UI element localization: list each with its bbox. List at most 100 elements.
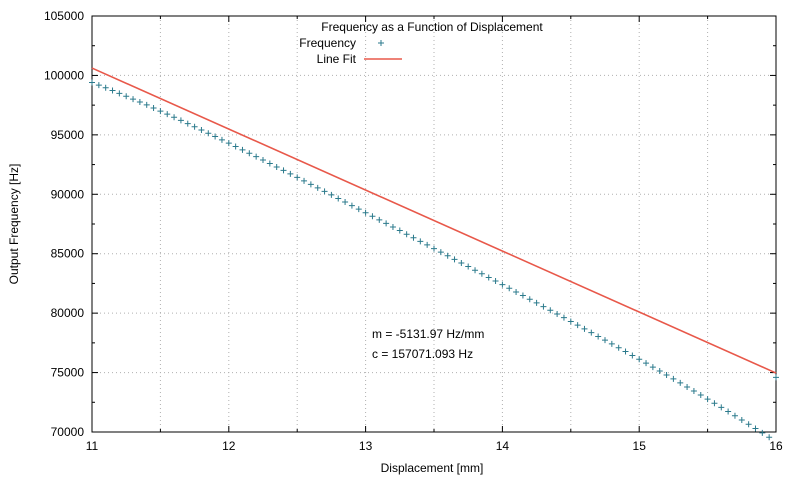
- legend-frequency-marker: [378, 40, 384, 46]
- frequency-point: [649, 364, 656, 371]
- frequency-point: [328, 191, 335, 198]
- frequency-point: [424, 241, 431, 248]
- grid: [92, 16, 776, 432]
- frequency-point: [506, 285, 513, 292]
- ticks: [91, 15, 777, 433]
- y-tick-label: 105000: [44, 9, 84, 23]
- frequency-point: [157, 108, 164, 115]
- frequency-point: [499, 281, 506, 288]
- frequency-point: [266, 160, 273, 167]
- frequency-point: [301, 177, 308, 184]
- frequency-point: [663, 371, 670, 378]
- frequency-point: [738, 416, 745, 423]
- frequency-point: [718, 404, 725, 411]
- x-tick-label: 14: [496, 439, 510, 453]
- frequency-point: [602, 337, 608, 344]
- y-tick-label: 90000: [51, 187, 85, 201]
- frequency-point: [376, 216, 383, 223]
- frequency-point: [280, 167, 287, 174]
- frequency-point: [218, 136, 225, 143]
- y-tick-label: 95000: [51, 128, 85, 142]
- y-tick-label: 80000: [51, 306, 85, 320]
- frequency-point: [465, 263, 472, 270]
- frequency-point: [725, 408, 732, 415]
- frequency-point: [567, 318, 574, 325]
- frequency-point: [656, 368, 663, 375]
- frequency-point: [212, 133, 219, 140]
- legend: Frequency Line Fit: [299, 36, 402, 66]
- frequency-point: [177, 117, 184, 124]
- frequency-point: [389, 223, 396, 230]
- frequency-point: [636, 356, 643, 363]
- frequency-point: [294, 174, 301, 181]
- annotation-intercept: c = 157071.093 Hz: [372, 347, 473, 361]
- frequency-point: [355, 206, 362, 213]
- frequency-point: [116, 90, 123, 97]
- frequency-point: [362, 209, 369, 216]
- x-tick-label: 13: [359, 439, 373, 453]
- frequency-point: [670, 375, 677, 382]
- frequency-point: [205, 130, 212, 137]
- y-tick-labels: 70000 75000 80000 85000 90000 95000 100000 1050…: [44, 9, 84, 439]
- frequency-point: [547, 307, 554, 314]
- frequency-point: [451, 256, 458, 263]
- frequency-point: [369, 213, 376, 220]
- frequency-point: [595, 333, 602, 340]
- frequency-point: [342, 199, 349, 206]
- frequency-point: [472, 267, 479, 274]
- frequency-point: [526, 296, 533, 303]
- frequency-point: [745, 421, 752, 428]
- frequency-point: [485, 274, 492, 281]
- frequency-point: [704, 396, 711, 403]
- frequency-point: [554, 310, 561, 317]
- legend-line-fit-label: Line Fit: [317, 52, 357, 66]
- frequency-point: [417, 238, 424, 245]
- x-axis-label: Displacement [mm]: [381, 461, 484, 475]
- frequency-point: [171, 114, 178, 121]
- frequency-point: [273, 163, 280, 170]
- x-tick-labels: 11 12 13 14 15 16: [86, 439, 783, 453]
- frequency-point: [260, 157, 266, 164]
- frequency-point: [519, 292, 526, 299]
- frequency-point: [533, 299, 540, 306]
- frequency-point: [307, 181, 314, 188]
- frequency-point: [95, 82, 102, 89]
- chart-title: Frequency as a Function of Displacement: [321, 20, 543, 34]
- frequency-point: [690, 387, 697, 394]
- frequency-point: [697, 392, 704, 399]
- x-tick-label: 12: [222, 439, 236, 453]
- frequency-point: [348, 202, 355, 209]
- frequency-point: [335, 195, 342, 202]
- frequency-point: [143, 101, 150, 108]
- frequency-point: [89, 79, 95, 86]
- x-tick-label: 16: [769, 439, 783, 453]
- x-tick-label: 11: [86, 439, 99, 453]
- frequency-point: [492, 278, 499, 285]
- frequency-point: [629, 352, 636, 359]
- frequency-point: [253, 153, 260, 160]
- frequency-point: [560, 314, 567, 321]
- frequency-point: [766, 434, 773, 441]
- frequency-point: [773, 374, 779, 381]
- frequency-point: [540, 303, 547, 310]
- frequency-point: [615, 344, 622, 351]
- y-tick-label: 75000: [51, 366, 85, 380]
- frequency-point: [608, 340, 615, 347]
- frequency-point: [431, 245, 437, 252]
- frequency-point: [643, 360, 650, 367]
- frequency-point: [321, 188, 328, 195]
- frequency-point: [102, 84, 109, 91]
- frequency-point: [513, 288, 520, 295]
- frequency-point: [239, 146, 246, 153]
- line-fit-series: [91, 67, 777, 374]
- frequency-point: [444, 252, 451, 259]
- frequency-point: [191, 123, 198, 130]
- annotation-slope: m = -5131.97 Hz/mm: [372, 327, 484, 341]
- legend-frequency-point: [378, 40, 384, 46]
- frequency-point: [164, 111, 171, 118]
- frequency-point: [225, 140, 232, 147]
- y-tick-label: 85000: [51, 247, 85, 261]
- frequency-point: [622, 348, 629, 355]
- frequency-point: [581, 325, 588, 332]
- frequency-point: [759, 429, 766, 436]
